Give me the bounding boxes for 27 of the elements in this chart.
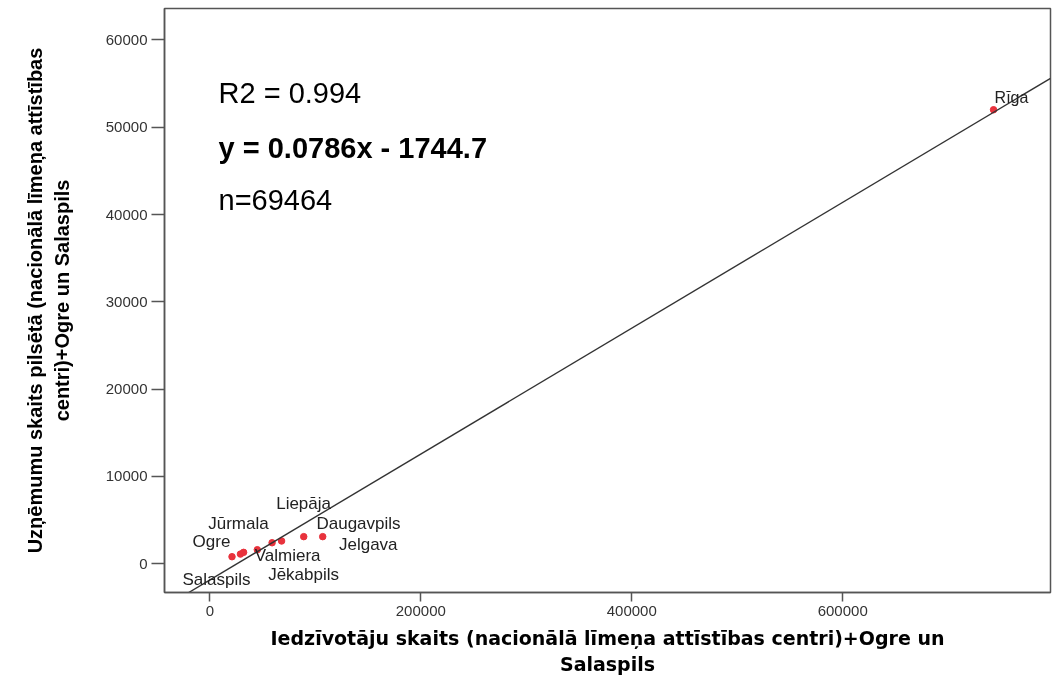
x-tick-label: 600000: [817, 601, 868, 619]
x-tick-label: 0: [205, 601, 215, 619]
y-tick-label: 30000: [105, 292, 148, 310]
x-tick-label: 200000: [395, 601, 446, 619]
point: [277, 537, 286, 545]
point: [299, 532, 308, 541]
y-tick-label: 20000: [105, 380, 148, 398]
annotation: y = 0.0786x - 1744.7: [218, 132, 488, 165]
y-tick-label: 0: [139, 554, 148, 572]
point: [228, 552, 236, 561]
x-axis-title: Iedzīvotāju skaits (nacionālā līmeņa attīstības centri)+Ogre un Salaspils: [270, 626, 945, 675]
annotation: Jelgava: [338, 535, 399, 555]
y-tick-label: 60000: [105, 30, 148, 48]
annotation: Ogre: [192, 531, 231, 551]
annotation: Daugavpils: [316, 513, 401, 533]
y-axis-title: Uzņēmumu skaits pilsētā (nacionālā līmeņa attīstības centri)+Ogre un Salaspils: [24, 47, 73, 554]
x-tick-label: 400000: [606, 601, 657, 619]
annotation: Valmiera: [254, 546, 322, 566]
annotation: R2 = 0.994: [218, 77, 362, 110]
annotation: n=69464: [218, 184, 333, 217]
point: [318, 532, 327, 541]
annotation: Jūrmala: [208, 513, 270, 533]
y-tick-label: 40000: [105, 205, 148, 223]
y-tick-label: 50000: [105, 118, 148, 136]
annotation: Jēkabpils: [268, 564, 340, 584]
annotation: Liepāja: [276, 494, 332, 514]
y-tick-label: 10000: [105, 467, 148, 485]
